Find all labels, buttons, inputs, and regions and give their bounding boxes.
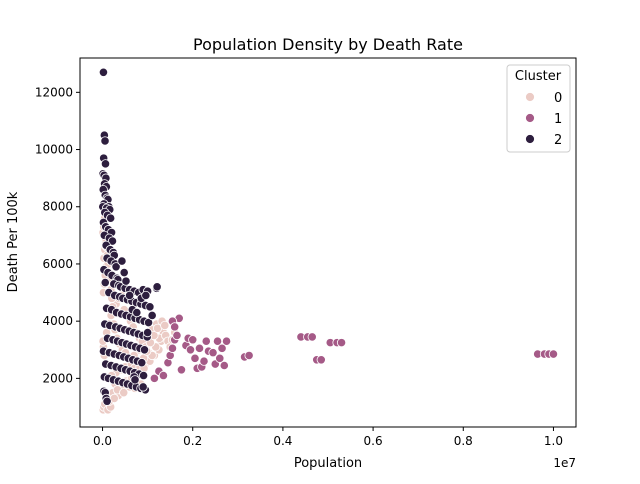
y-tick-label: 8000 — [42, 200, 73, 214]
x-tick-label: 0.2 — [183, 434, 202, 448]
y-axis: 2000 4000 6000 8000 10000 12000 — [35, 85, 80, 385]
data-point-cluster-0 — [160, 320, 170, 331]
data-point-cluster-1 — [172, 330, 182, 341]
data-point-cluster-1 — [215, 353, 225, 363]
data-point-cluster-1 — [188, 335, 198, 345]
data-point-cluster-2 — [100, 159, 111, 169]
data-point-cluster-2 — [130, 375, 140, 385]
data-point-cluster-1 — [316, 355, 326, 365]
data-point-cluster-2 — [132, 307, 142, 318]
x-tick-label: 0.4 — [273, 434, 292, 448]
data-point-cluster-2 — [138, 370, 149, 381]
x-axis-label: Population — [294, 456, 362, 471]
data-point-cluster-1 — [176, 365, 187, 375]
data-point-cluster-1 — [548, 349, 559, 359]
data-point-cluster-1 — [190, 353, 200, 363]
data-point-cluster-1 — [170, 322, 180, 332]
data-point-cluster-1 — [221, 336, 232, 346]
data-point-cluster-2 — [147, 310, 157, 321]
data-point-cluster-1 — [219, 360, 229, 371]
data-point-cluster-1 — [217, 343, 227, 353]
data-point-cluster-2 — [100, 277, 110, 288]
data-point-cluster-2 — [117, 256, 127, 266]
plot-frame — [79, 57, 577, 428]
data-point-cluster-2 — [152, 282, 162, 292]
data-point-cluster-2 — [143, 327, 153, 338]
y-tick-label: 12000 — [35, 85, 73, 99]
legend-label-cluster-0: 0 — [554, 91, 562, 106]
data-point-cluster-1 — [199, 356, 209, 366]
data-point-cluster-2 — [119, 267, 129, 278]
legend-marker-cluster-2 — [525, 134, 535, 144]
data-point-cluster-1 — [149, 373, 159, 383]
legend-entries: 0 1 2 — [525, 91, 562, 148]
y-axis-label: Death Per 100k — [6, 191, 21, 292]
data-point-cluster-1 — [185, 345, 196, 355]
data-point-cluster-1 — [201, 336, 211, 346]
data-point-cluster-2 — [143, 317, 154, 328]
x-tick-label: 0.0 — [93, 434, 112, 448]
data-point-cluster-1 — [194, 343, 205, 353]
data-point-cluster-2 — [111, 262, 121, 272]
data-point-cluster-0 — [119, 388, 129, 398]
y-tick-label: 2000 — [42, 371, 73, 385]
data-point-cluster-2 — [145, 302, 155, 312]
data-point-cluster-1 — [208, 348, 218, 358]
data-point-cluster-1 — [244, 350, 254, 361]
data-point-cluster-2 — [137, 358, 147, 368]
y-tick-label: 6000 — [42, 257, 73, 271]
chart-title: Population Density by Death Rate — [193, 35, 463, 54]
legend-box — [506, 64, 571, 153]
x-axis: 0.0 0.2 0.4 0.6 0.8 1.0 — [93, 427, 563, 448]
data-point-cluster-2 — [98, 67, 109, 77]
data-point-cluster-2 — [139, 345, 150, 355]
data-point-cluster-1 — [158, 370, 169, 381]
x-tick-label: 0.6 — [364, 434, 383, 448]
legend-marker-cluster-0 — [525, 92, 535, 102]
data-point-cluster-2 — [141, 290, 151, 301]
data-point-cluster-1 — [307, 332, 317, 342]
x-tick-label: 0.8 — [454, 434, 473, 448]
x-tick-label: 1.0 — [544, 434, 563, 448]
data-point-cluster-2 — [125, 290, 135, 301]
data-point-cluster-2 — [100, 136, 110, 146]
legend-label-cluster-1: 1 — [554, 112, 562, 127]
data-point-cluster-2 — [106, 213, 116, 223]
data-point-cluster-1 — [336, 338, 347, 348]
legend-marker-cluster-1 — [525, 113, 535, 123]
y-tick-label: 4000 — [42, 314, 73, 328]
data-point-cluster-2 — [138, 382, 148, 392]
x-axis-offset-text: 1e7 — [553, 456, 576, 470]
legend-label-cluster-2: 2 — [554, 133, 562, 148]
legend: Cluster 0 1 2 — [506, 64, 571, 153]
data-point-cluster-1 — [212, 336, 223, 346]
data-point-cluster-1 — [167, 343, 178, 353]
data-point-cluster-2 — [121, 276, 131, 286]
y-tick-label: 10000 — [35, 143, 73, 157]
data-point-cluster-2 — [107, 236, 118, 246]
legend-title: Cluster — [515, 69, 562, 84]
data-point-cluster-2 — [102, 396, 112, 406]
points-layer — [98, 67, 559, 415]
